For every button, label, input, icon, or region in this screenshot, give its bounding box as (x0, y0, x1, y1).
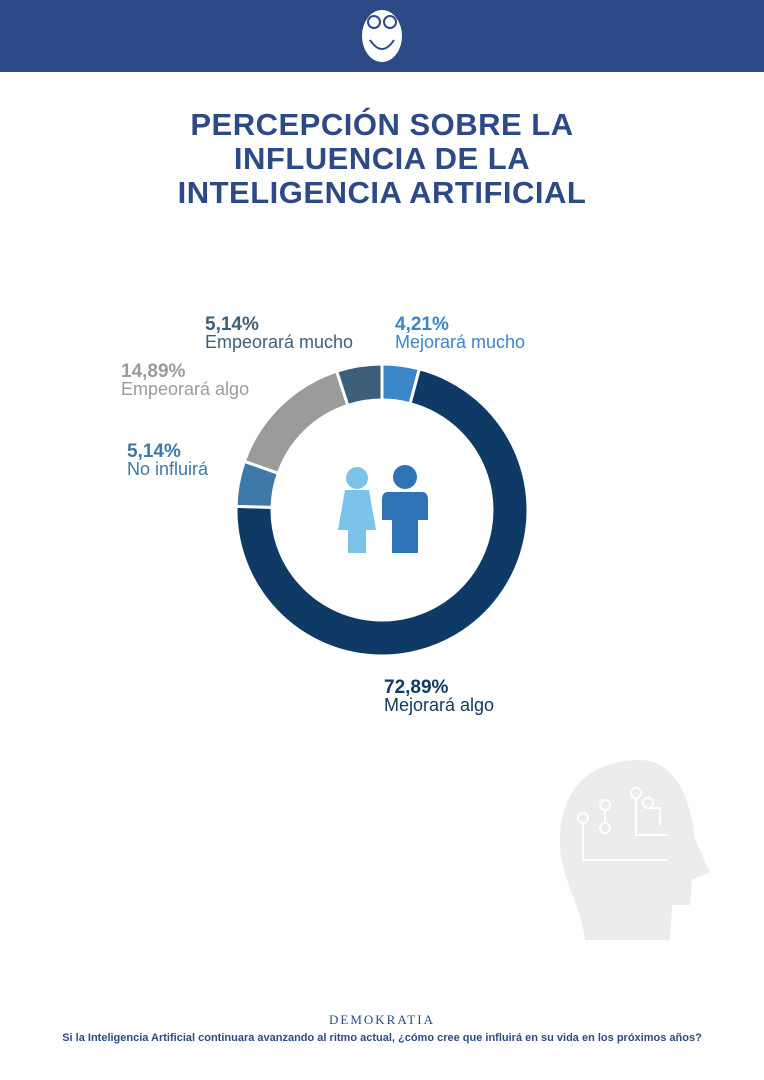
header-bar (0, 0, 764, 72)
category-label: Mejorará algo (384, 695, 494, 715)
category-label: No influirá (127, 459, 209, 479)
brand: DEMOKRATIA (329, 1012, 435, 1027)
value-label: 72,89% (384, 677, 449, 698)
value-label: 5,14% (127, 441, 181, 462)
value-label: 14,89% (121, 361, 186, 382)
chart: 4,21%Mejorará mucho 72,89%Mejorará algo 5,… (121, 314, 710, 940)
people-icon (338, 465, 428, 553)
chart-title: PERCEPCIÓN SOBRE LA INFLUENCIA DE LA INT… (177, 107, 587, 210)
value-label: 4,21% (395, 314, 449, 335)
category-label: Empeorará mucho (205, 332, 353, 352)
value-label: 5,14% (205, 314, 259, 335)
logo (362, 10, 402, 62)
category-label: Empeorará algo (121, 379, 249, 399)
donut-segment (334, 362, 384, 408)
head-icon (560, 760, 710, 940)
category-label: Mejorará mucho (395, 332, 525, 352)
donut-segment (234, 367, 530, 658)
donut-segment (242, 369, 350, 476)
question-note: Si la Inteligencia Artificial continuara… (62, 1032, 702, 1044)
